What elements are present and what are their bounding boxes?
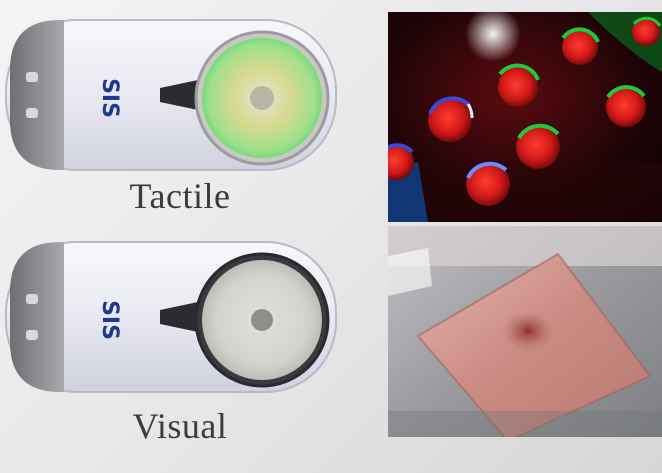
tactile-sensor-image: SIS xyxy=(5,19,337,171)
visual-caption: Visual xyxy=(132,406,228,446)
tactile-caption: Tactile xyxy=(129,176,231,216)
sensor-modes-panel: SIS Tactile SIS xyxy=(5,19,337,446)
visual-output-image xyxy=(388,226,662,437)
sensor-output-panel xyxy=(388,12,662,437)
sis-logo: SIS xyxy=(97,78,122,118)
sis-logo: SIS xyxy=(97,300,122,340)
visual-sensor-image: SIS xyxy=(5,241,337,393)
tactile-output-image xyxy=(388,12,662,222)
